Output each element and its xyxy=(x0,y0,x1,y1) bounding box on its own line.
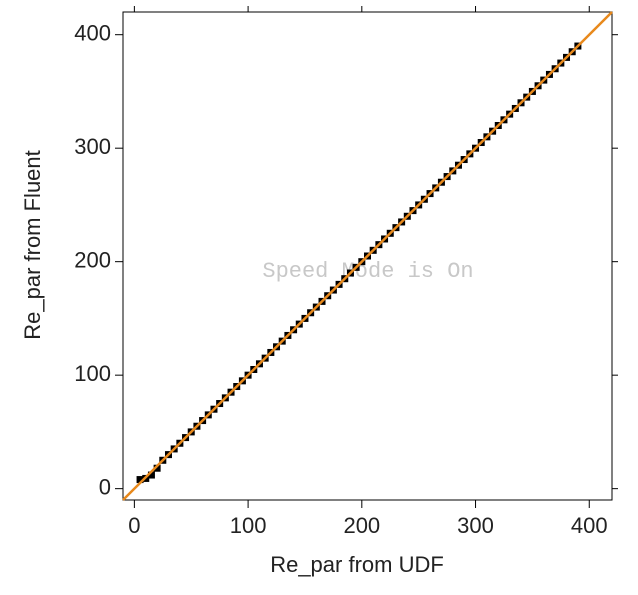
point xyxy=(147,471,155,479)
point xyxy=(136,476,144,484)
y-tick-label: 200 xyxy=(74,247,111,272)
y-axis-label: Re_par from Fluent xyxy=(20,150,45,340)
x-tick-label: 200 xyxy=(343,513,380,538)
y-tick-label: 400 xyxy=(74,21,111,46)
x-tick-label: 100 xyxy=(230,513,267,538)
point xyxy=(153,464,161,472)
x-tick-label: 0 xyxy=(128,513,140,538)
y-tick-label: 100 xyxy=(74,361,111,386)
plot-frame xyxy=(122,11,613,501)
reference-line xyxy=(122,11,613,501)
watermark: Speed Mode is On xyxy=(262,259,473,284)
y-tick-label: 300 xyxy=(74,134,111,159)
x-tick-label: 400 xyxy=(571,513,608,538)
y-tick-label: 0 xyxy=(99,474,111,499)
x-tick-label: 300 xyxy=(457,513,494,538)
x-axis-label: Re_par from UDF xyxy=(270,552,444,577)
